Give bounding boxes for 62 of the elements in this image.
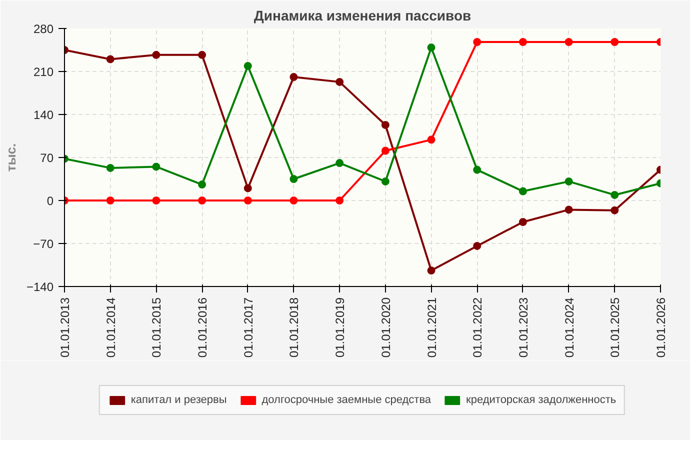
y-axis-title: тыс. (3, 143, 18, 172)
legend-label: долгосрочные заемные средства (262, 394, 432, 406)
point (610, 38, 619, 46)
point (610, 190, 619, 199)
point (564, 177, 573, 186)
point (473, 38, 482, 46)
point (244, 196, 252, 204)
x-tick-label: 01.01.2021 (424, 297, 439, 358)
x-tick-label: 01.01.2016 (196, 297, 210, 358)
x-tick-label: 01.01.2014 (104, 297, 118, 358)
x-tick-label: 01.01.2015 (150, 297, 164, 358)
x-tick-label: 01.01.2022 (470, 297, 485, 358)
point (152, 162, 160, 171)
y-tick-label: −140 (26, 280, 54, 294)
x-tick-label: 01.01.2020 (378, 297, 393, 358)
point (473, 166, 482, 174)
point (198, 196, 206, 204)
y-tick-label: 140 (33, 108, 54, 122)
point (518, 218, 527, 226)
chart-title: Динамика изменения пассивов (254, 8, 472, 24)
point (106, 164, 114, 172)
point (290, 73, 298, 82)
point (381, 120, 390, 129)
point (473, 242, 482, 250)
point (427, 44, 436, 52)
point (290, 175, 298, 183)
point (427, 266, 436, 275)
point (427, 136, 436, 144)
point (198, 180, 206, 189)
point (152, 196, 160, 204)
y-tick-label: 210 (33, 65, 54, 79)
point (106, 55, 114, 64)
y-tick-label: 70 (40, 151, 54, 165)
legend-label: капитал и резервы (130, 394, 227, 406)
y-tick-label: 0 (46, 194, 54, 208)
point (244, 184, 252, 192)
point (564, 206, 573, 214)
x-tick-label: 01.01.2023 (516, 297, 530, 358)
point (564, 38, 573, 46)
legend-label: кредиторская задолженность (466, 394, 616, 406)
point (381, 146, 390, 155)
x-tick-label: 01.01.2018 (287, 297, 302, 358)
point (518, 187, 527, 196)
point (336, 196, 344, 204)
y-tick-label: 280 (33, 22, 54, 36)
x-tick-label: 01.01.2024 (562, 297, 576, 358)
point (518, 38, 527, 46)
x-tick-label: 01.01.2026 (654, 297, 668, 358)
point (336, 78, 344, 86)
point (381, 177, 390, 186)
point (198, 50, 206, 59)
point (290, 196, 298, 204)
point (610, 206, 619, 214)
y-tick-label: −70 (33, 237, 54, 251)
point (152, 50, 160, 59)
x-tick-label: 01.01.2025 (608, 297, 622, 358)
point (336, 159, 344, 168)
x-tick-label: 01.01.2019 (333, 297, 348, 358)
x-tick-label: 01.01.2017 (241, 297, 256, 358)
point (106, 196, 114, 204)
x-tick-label: 01.01.2013 (58, 297, 72, 358)
point (244, 62, 252, 70)
